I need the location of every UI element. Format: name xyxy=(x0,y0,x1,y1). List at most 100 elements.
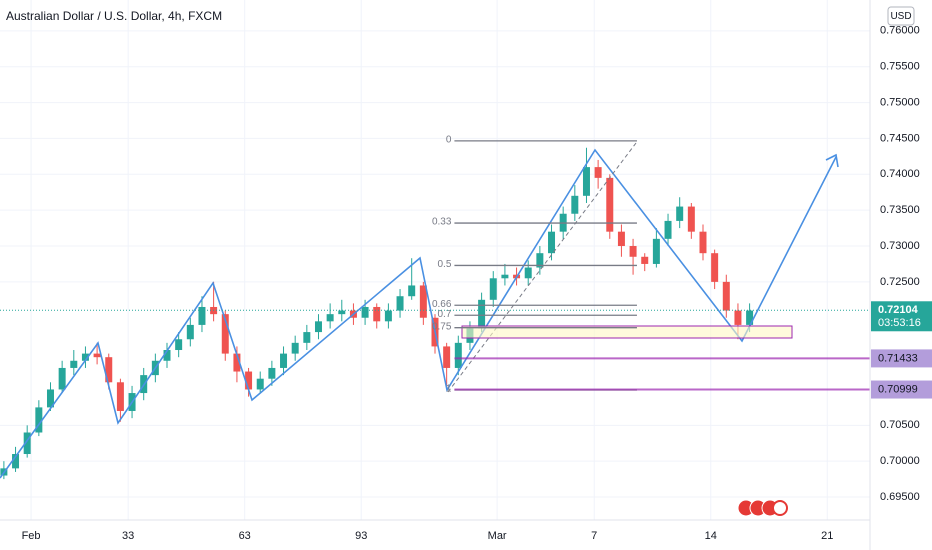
candle-body xyxy=(629,246,637,257)
price-line-tag xyxy=(871,349,932,368)
candle-body xyxy=(12,454,20,469)
candle-body xyxy=(280,353,288,368)
candle-body xyxy=(291,342,299,354)
candle-body xyxy=(699,231,707,254)
candle-body xyxy=(454,342,462,368)
y-tick-label: 0.75500 xyxy=(880,61,920,73)
fib-level-label: 0.66 xyxy=(432,299,452,310)
last-price-tag xyxy=(871,301,932,332)
countdown-label: 03:53:16 xyxy=(878,317,921,329)
candle-body xyxy=(163,350,171,361)
currency-label: USD xyxy=(890,11,911,22)
x-tick-label: Mar xyxy=(488,530,507,542)
fib-level-label: 0.33 xyxy=(432,217,452,228)
candle-body xyxy=(536,253,544,268)
x-tick-label: 14 xyxy=(705,530,717,542)
overlay: 0 0.33 0.5 0.660.70.75 1 xyxy=(0,135,870,395)
candle-body xyxy=(641,256,649,264)
x-tick-label: 93 xyxy=(355,530,367,542)
candle-body xyxy=(268,367,276,379)
candle-body xyxy=(175,339,183,351)
y-tick-label: 0.70000 xyxy=(880,455,920,467)
fib-level-label: 0.75 xyxy=(432,321,452,332)
x-tick-label: Feb xyxy=(22,530,41,542)
candle-body xyxy=(314,321,322,333)
zigzag-drawing xyxy=(0,148,837,479)
fib-level-label: 0 xyxy=(446,135,452,146)
y-tick-label: 0.73500 xyxy=(880,204,920,216)
candle-body xyxy=(186,324,194,340)
candle-body xyxy=(326,314,334,322)
currency-box xyxy=(887,6,915,26)
candle-body xyxy=(571,195,579,214)
y-tick-label: 0.74000 xyxy=(880,168,920,180)
candle-body xyxy=(338,310,346,315)
candle-body xyxy=(93,353,101,358)
candle-body xyxy=(245,371,253,390)
zone-box xyxy=(461,325,793,339)
grid xyxy=(0,0,870,520)
candle-body xyxy=(303,332,311,343)
price-line-label: 0.71433 xyxy=(878,352,918,364)
y-tick-label: 0.69500 xyxy=(880,491,920,503)
candle-body xyxy=(35,407,43,433)
x-tick-label: 33 xyxy=(122,530,134,542)
candle-body xyxy=(396,296,404,311)
candle-body xyxy=(652,238,660,264)
candle-body xyxy=(116,382,124,411)
arrow-head xyxy=(825,153,839,168)
candle-body xyxy=(81,353,89,361)
candle-body xyxy=(664,220,672,239)
candle-body xyxy=(746,310,754,325)
y-tick-label: 0.72500 xyxy=(880,276,920,288)
price-line-tag xyxy=(871,380,932,399)
event-icons xyxy=(737,499,788,517)
candle-body xyxy=(221,314,229,354)
y-tick-label: 0.76000 xyxy=(880,25,920,37)
fib-level-label: 1 xyxy=(446,384,452,395)
candle-body xyxy=(617,231,625,247)
drawings xyxy=(0,142,839,479)
candle-body xyxy=(233,353,241,372)
candle-body xyxy=(58,367,66,390)
candle-body xyxy=(478,299,486,329)
candle-body xyxy=(524,267,532,279)
candle-body xyxy=(582,167,590,196)
candle-body xyxy=(548,231,556,254)
candle-body xyxy=(676,206,684,221)
candle-body xyxy=(70,360,78,368)
y-tick-label: 0.73000 xyxy=(880,240,920,252)
candle-body xyxy=(711,253,719,282)
candle-body xyxy=(384,310,392,322)
candle-body xyxy=(256,378,264,390)
candle-body xyxy=(687,206,695,232)
candle-body xyxy=(361,306,369,318)
candle-body xyxy=(722,281,730,311)
candle-body xyxy=(594,167,602,178)
candle-body xyxy=(443,346,451,368)
y-tick-label: 0.75000 xyxy=(880,96,920,108)
candle-body xyxy=(408,285,416,297)
candle-body xyxy=(489,278,497,300)
x-tick-label: 21 xyxy=(821,530,833,542)
price-line-label: 0.70999 xyxy=(878,383,918,395)
x-tick-label: 7 xyxy=(591,530,597,542)
fib-level-label: 0.5 xyxy=(438,259,452,270)
candle-body xyxy=(23,432,31,455)
fib-level-label: 0.7 xyxy=(438,309,452,320)
chart-title: Australian Dollar / U.S. Dollar, 4h, FXC… xyxy=(6,9,222,23)
fib-trend-line xyxy=(447,142,637,393)
candle-body xyxy=(606,177,614,232)
candle-body xyxy=(46,389,54,408)
candle-body xyxy=(501,274,509,279)
y-tick-label: 0.70500 xyxy=(880,419,920,431)
candle-body xyxy=(105,357,113,383)
candle-body xyxy=(198,306,206,325)
last-price-label: 0.72104 xyxy=(878,304,919,316)
candle-body xyxy=(373,306,381,322)
y-tick-label: 0.74500 xyxy=(880,132,920,144)
candle-body xyxy=(734,310,742,325)
x-tick-label: 63 xyxy=(239,530,251,542)
